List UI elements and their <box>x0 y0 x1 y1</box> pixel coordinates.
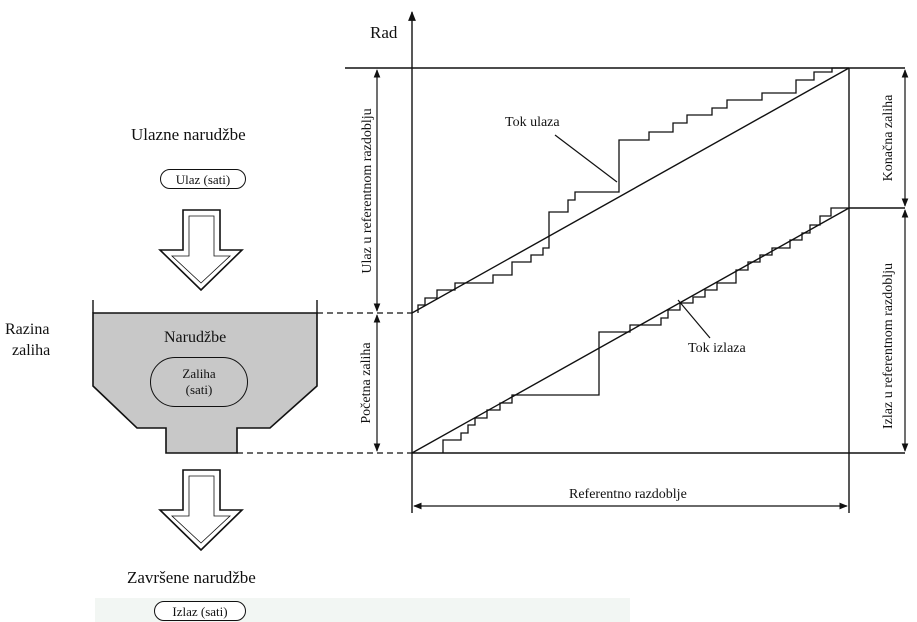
stock-level-label-line2: zaliha <box>12 342 51 359</box>
output-in-period-label: Izlaz u referentnom razdoblju <box>881 261 897 431</box>
final-stock-label: Konačna zaliha <box>881 92 897 184</box>
stock-level-label-line1: Razina <box>5 321 50 338</box>
output-flow-label: Tok izlaza <box>688 341 746 356</box>
input-hours-pill: Ulaz (sati) <box>160 169 246 189</box>
input-in-period-label: Ulaz u referentnom razdoblju <box>360 106 376 276</box>
reference-period-label: Referentno razdoblje <box>567 487 689 502</box>
completed-orders-label: Završene narudžbe <box>127 568 256 587</box>
input-flow-label: Tok ulaza <box>505 115 560 130</box>
stock-hours-pill: Zaliha (sati) <box>150 357 248 407</box>
input-flow-staircase <box>417 67 849 313</box>
initial-stock-label: Početna zaliha <box>359 340 375 426</box>
stock-pill-line1: Zaliha <box>182 366 216 381</box>
input-flow-callout <box>554 134 618 183</box>
output-hours-pill: Izlaz (sati) <box>154 601 246 621</box>
stock-pill-line2: (sati) <box>185 382 213 397</box>
output-flow-callout <box>677 299 711 339</box>
input-flow-line <box>411 67 850 314</box>
orders-label: Narudžbe <box>164 329 227 346</box>
input-orders-label: Ulazne narudžbe <box>131 125 246 144</box>
input-arrow-icon <box>158 209 244 292</box>
output-arrow-icon <box>158 469 244 552</box>
output-flow-staircase <box>442 207 849 453</box>
y-axis-label: Rad <box>370 23 398 42</box>
